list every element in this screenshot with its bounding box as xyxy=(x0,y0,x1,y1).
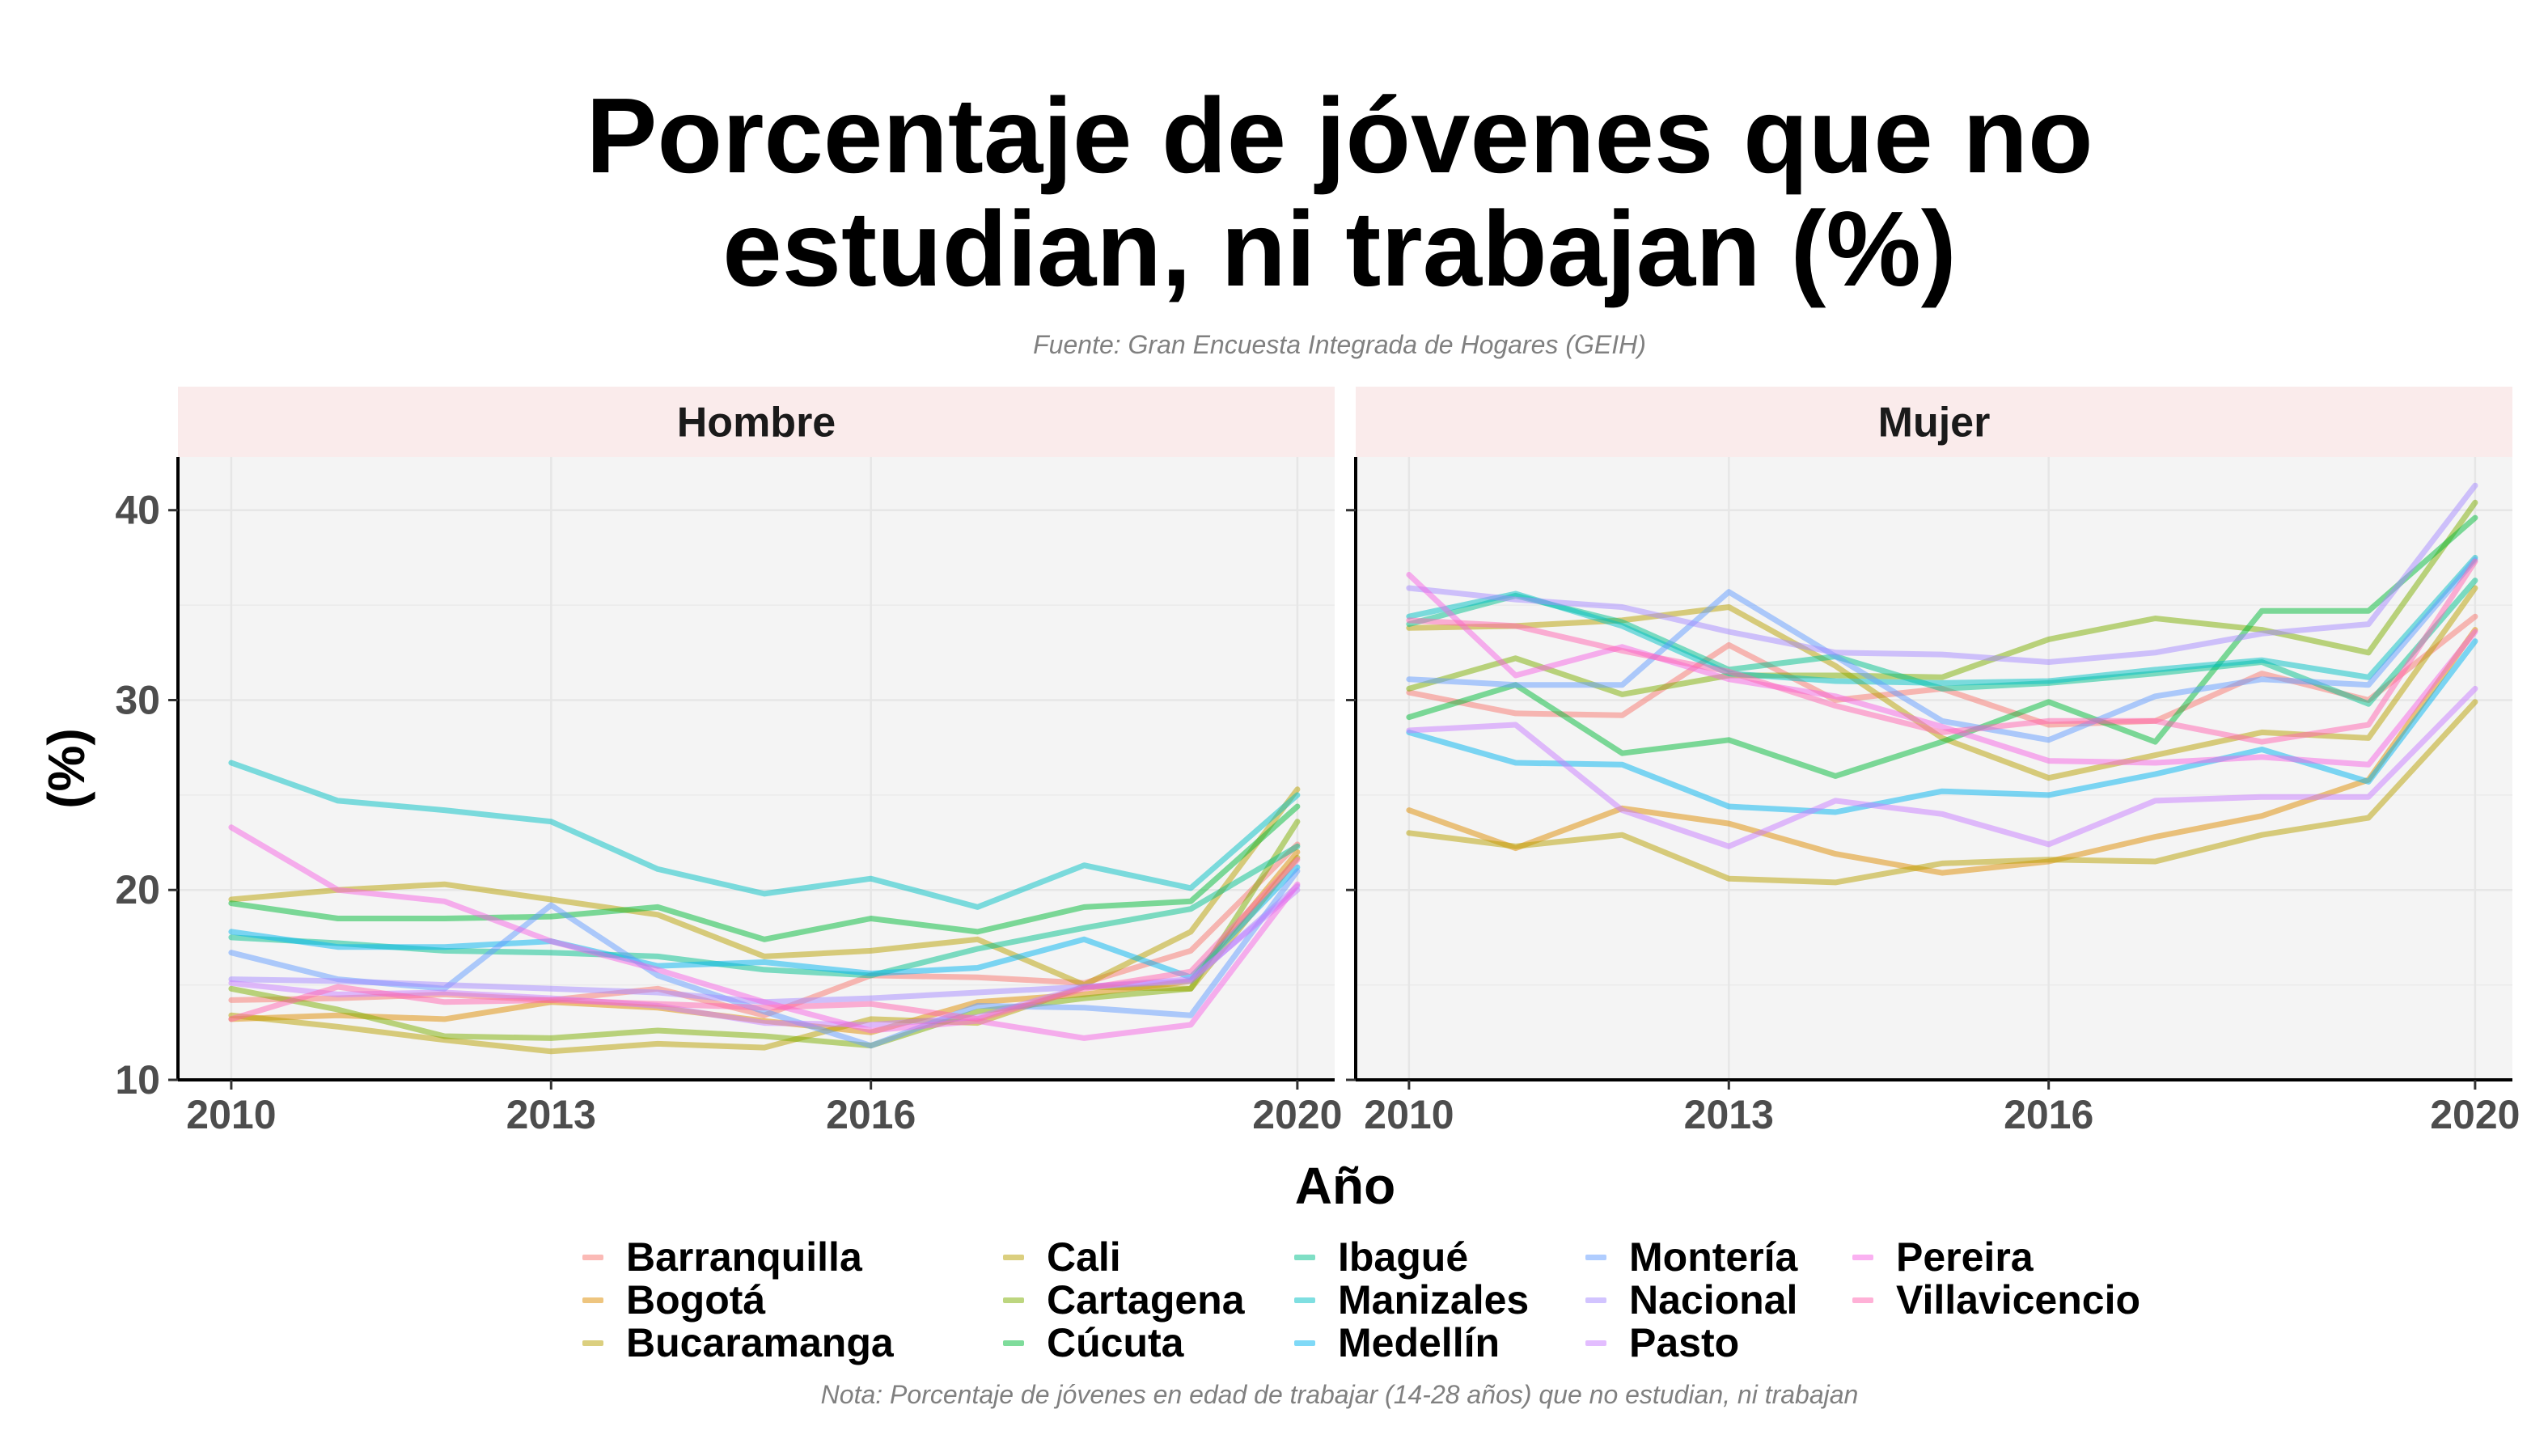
x-tick-label: 2013 xyxy=(506,1092,596,1137)
chart-title-line-1: Porcentaje de jóvenes que no xyxy=(586,76,2093,195)
legend-key xyxy=(582,1254,603,1260)
legend-label: Barranquilla xyxy=(626,1234,862,1280)
x-tick-label: 2010 xyxy=(186,1092,276,1137)
legend-label: Cali xyxy=(1047,1234,1121,1280)
series-line-hombre-pereira xyxy=(228,824,1301,1041)
legend-key xyxy=(582,1340,603,1346)
legend-label: Medellín xyxy=(1338,1320,1500,1365)
legend-item-cartagena: Cartagena xyxy=(1003,1277,1245,1323)
legend-item-barranquilla: Barranquilla xyxy=(582,1234,862,1280)
y-tick-label: 10 xyxy=(115,1057,160,1103)
x-tick-label: 2020 xyxy=(1252,1092,1342,1137)
series-line-hombre-cartagena xyxy=(228,819,1301,1049)
chart-title: Porcentaje de jóvenes que no estudian, n… xyxy=(0,79,2548,306)
legend-label: Cartagena xyxy=(1047,1277,1245,1323)
x-tick-label: 2013 xyxy=(1684,1092,1774,1137)
series-line-mujer-manizales xyxy=(1406,554,2478,686)
legend-item-villavicencio: Villavicencio xyxy=(1852,1277,2141,1323)
legend-item-bogotá: Bogotá xyxy=(582,1277,766,1323)
legend-item-cúcuta: Cúcuta xyxy=(1003,1320,1184,1365)
chart-title-line-2: estudian, ni trabajan (%) xyxy=(722,189,1957,308)
legend-item-ibagué: Ibagué xyxy=(1294,1234,1469,1280)
series-line-mujer-bucaramanga xyxy=(1406,699,2478,886)
series-line-mujer-villavicencio xyxy=(1406,558,2478,745)
legend-label: Nacional xyxy=(1629,1277,1798,1323)
x-tick-label: 2010 xyxy=(1364,1092,1454,1137)
legend-label: Bucaramanga xyxy=(626,1320,894,1365)
series-line-mujer-pasto xyxy=(1406,685,2478,849)
legend-key xyxy=(1852,1254,1873,1260)
legend-item-pasto: Pasto xyxy=(1585,1320,1740,1365)
legend-key xyxy=(1294,1254,1315,1260)
panel-background-hombre xyxy=(178,457,1335,1080)
legend-key xyxy=(1585,1340,1606,1346)
series-line-hombre-cúcuta xyxy=(228,803,1301,942)
series-line-hombre-medellín xyxy=(228,864,1301,980)
legend-label: Manizales xyxy=(1338,1277,1530,1323)
legend-key xyxy=(1585,1254,1606,1260)
series-line-mujer-cúcuta xyxy=(1406,514,2478,779)
legend-item-bucaramanga: Bucaramanga xyxy=(582,1320,894,1365)
legend-item-nacional: Nacional xyxy=(1585,1277,1798,1323)
legend-key xyxy=(1003,1340,1024,1346)
legend-key xyxy=(1294,1340,1315,1346)
x-axis-title: Año xyxy=(1295,1157,1395,1215)
legend-key xyxy=(582,1297,603,1303)
legend-label: Villavicencio xyxy=(1896,1277,2141,1323)
legend-key xyxy=(1585,1297,1606,1303)
legend-label: Cúcuta xyxy=(1047,1320,1184,1365)
legend-item-montería: Montería xyxy=(1585,1234,1798,1280)
x-tick-label: 2016 xyxy=(2004,1092,2093,1137)
legend-item-manizales: Manizales xyxy=(1294,1277,1530,1323)
series-line-mujer-pereira xyxy=(1406,572,2478,768)
series-line-mujer-bogotá xyxy=(1406,627,2478,876)
series-group-mujer xyxy=(1406,482,2478,886)
series-line-hombre-cali xyxy=(228,786,1301,988)
chart-note: Nota: Porcentaje de jóvenes en edad de t… xyxy=(820,1380,1859,1409)
series-line-mujer-montería xyxy=(1406,557,2478,743)
legend-label: Pereira xyxy=(1896,1234,2034,1280)
legend-item-cali: Cali xyxy=(1003,1234,1121,1280)
series-line-mujer-nacional xyxy=(1406,482,2478,665)
chart-subtitle: Fuente: Gran Encuesta Integrada de Hogar… xyxy=(1033,330,1646,359)
facet-strip-hombre xyxy=(178,387,1335,457)
legend-key xyxy=(1852,1297,1873,1303)
y-tick-label: 30 xyxy=(115,677,160,722)
y-axis-title: (%) xyxy=(37,728,95,809)
legend: Barranquilla Bogotá Bucaramanga Cali Cartage… xyxy=(582,1234,2443,1373)
y-tick-label: 40 xyxy=(115,488,160,533)
facet-label-hombre: Hombre xyxy=(677,400,836,447)
series-line-hombre-villavicencio xyxy=(228,857,1301,1022)
panel-background-mujer xyxy=(1356,457,2512,1080)
legend-label: Ibagué xyxy=(1338,1234,1469,1280)
facet-label-mujer: Mujer xyxy=(1878,400,1991,447)
series-line-hombre-manizales xyxy=(228,760,1301,910)
x-tick-label: 2016 xyxy=(826,1092,916,1137)
legend-label: Pasto xyxy=(1629,1320,1740,1365)
legend-label: Bogotá xyxy=(626,1277,766,1323)
x-tick-label: 2020 xyxy=(2430,1092,2520,1137)
legend-label: Montería xyxy=(1629,1234,1798,1280)
legend-item-medellín: Medellín xyxy=(1294,1320,1500,1365)
legend-key xyxy=(1003,1297,1024,1303)
series-group-hombre xyxy=(228,760,1301,1055)
legend-item-pereira: Pereira xyxy=(1852,1234,2034,1280)
y-tick-label: 20 xyxy=(115,867,160,912)
legend-key xyxy=(1003,1254,1024,1260)
facet-strip-mujer xyxy=(1356,387,2512,457)
legend-key xyxy=(1294,1297,1315,1303)
